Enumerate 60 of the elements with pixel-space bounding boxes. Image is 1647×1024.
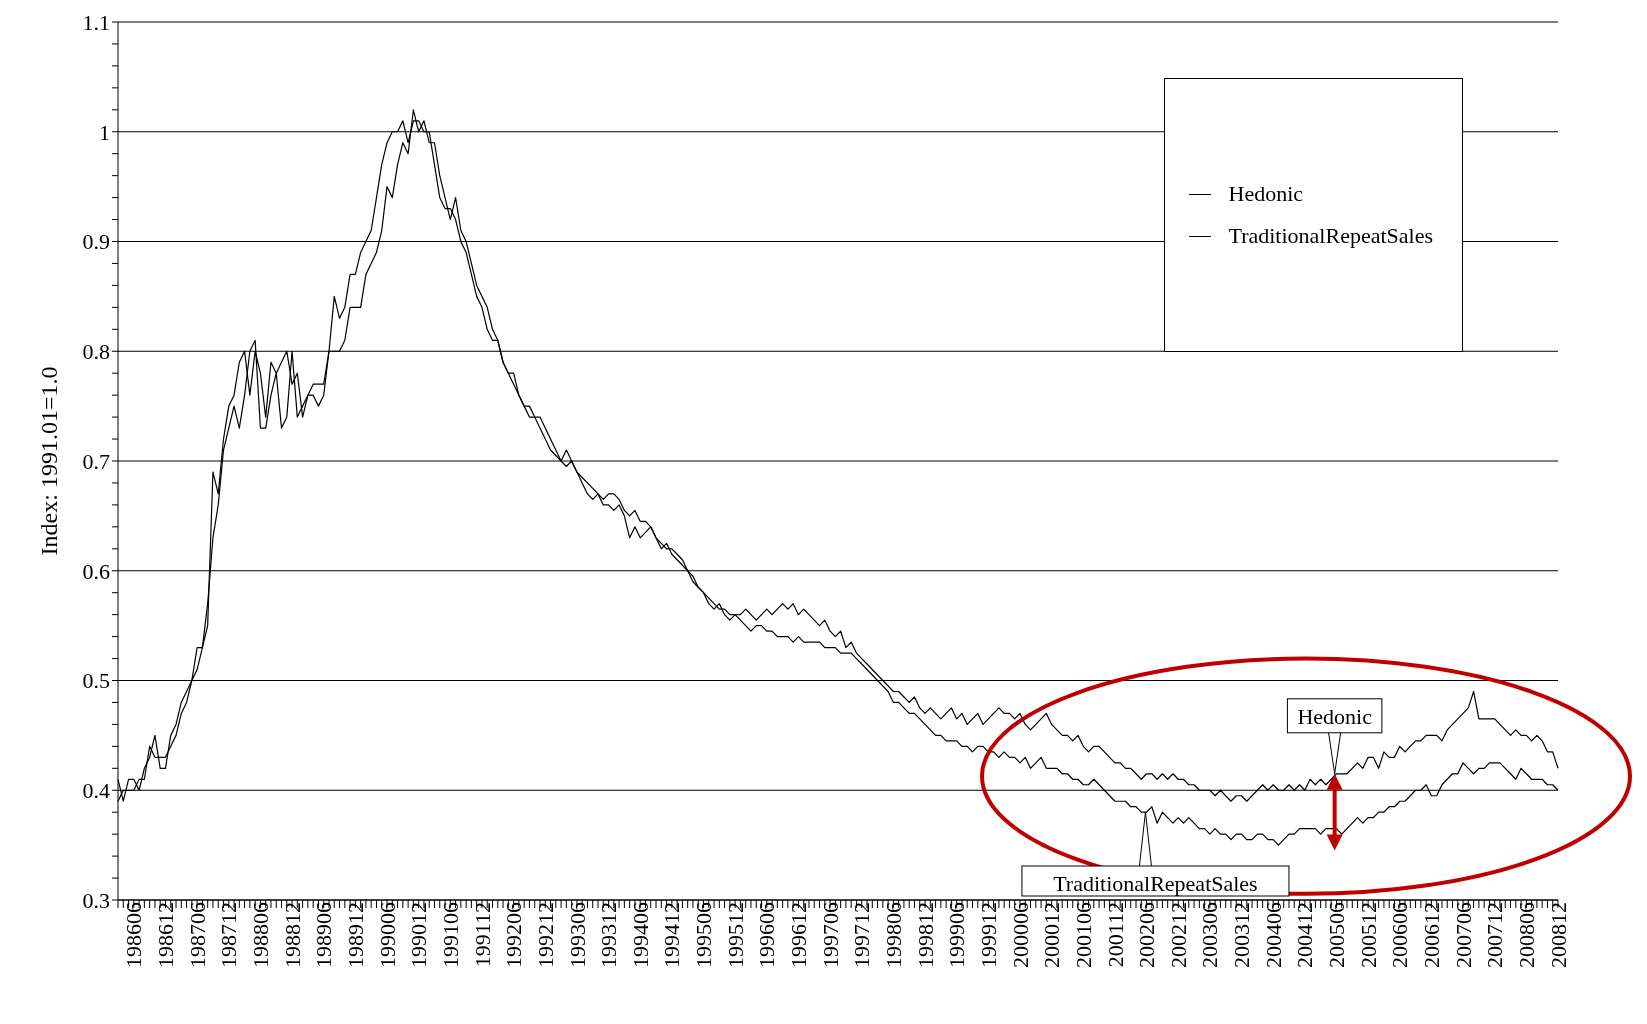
x-tick-label: 199606 (754, 902, 780, 968)
legend-label: Hedonic (1228, 180, 1304, 208)
x-tick-label: 199106 (437, 902, 463, 968)
y-axis-title: Index: 1991.01=1.0 (35, 366, 62, 556)
y-tick-label: 1 (99, 119, 110, 145)
x-tick-label: 200806 (1513, 902, 1539, 968)
x-tick-label: 198606 (121, 902, 147, 968)
x-tick-label: 199506 (691, 902, 717, 968)
x-tick-label: 200112 (1102, 902, 1128, 968)
legend-label: TraditionalRepeatSales (1228, 222, 1433, 250)
x-tick-label: 199012 (406, 902, 432, 968)
x-tick-label: 199412 (659, 902, 685, 968)
x-tick-label: 200812 (1545, 902, 1571, 968)
y-tick-label: 0.8 (82, 339, 110, 365)
x-tick-label: 199006 (374, 902, 400, 968)
x-tick-label: 199812 (912, 902, 938, 968)
x-tick-label: 199406 (627, 902, 653, 968)
x-tick-label: 200306 (1197, 902, 1223, 968)
y-tick-label: 1.1 (82, 9, 110, 35)
x-tick-label: 198612 (153, 902, 179, 968)
x-tick-label: 198706 (184, 902, 210, 968)
x-tick-label: 198712 (216, 902, 242, 968)
x-tick-label: 199206 (501, 902, 527, 968)
x-tick-label: 200312 (1229, 902, 1255, 968)
x-tick-label: 200612 (1419, 902, 1445, 968)
y-tick-label: 0.9 (82, 229, 110, 255)
x-tick-label: 200106 (1070, 902, 1096, 968)
x-tick-label: 200506 (1324, 902, 1350, 968)
x-tick-label: 198812 (279, 902, 305, 968)
annotation: Hedonic (1297, 703, 1373, 729)
x-tick-label: 200606 (1387, 902, 1413, 968)
x-tick-label: 199906 (944, 902, 970, 968)
x-tick-label: 199712 (849, 902, 875, 968)
x-tick-label: 199306 (564, 902, 590, 968)
y-tick-label: 0.4 (82, 778, 110, 804)
x-tick-label: 198906 (311, 902, 337, 968)
x-tick-label: 200706 (1450, 902, 1476, 968)
x-tick-label: 199512 (722, 902, 748, 968)
x-tick-label: 198806 (248, 902, 274, 968)
x-tick-label: 199612 (786, 902, 812, 968)
x-tick-label: 200712 (1482, 902, 1508, 968)
y-tick-label: 0.3 (82, 887, 110, 913)
annotation: TraditionalRepeatSales (1053, 871, 1258, 896)
x-tick-label: 199112 (469, 902, 495, 968)
x-tick-label: 199212 (532, 902, 558, 968)
x-tick-label: 200012 (1039, 902, 1065, 968)
x-tick-label: 200406 (1260, 902, 1286, 968)
x-tick-label: 199706 (817, 902, 843, 968)
y-tick-label: 0.5 (82, 668, 110, 694)
x-tick-label: 200212 (1165, 902, 1191, 968)
x-tick-label: 199806 (881, 902, 906, 968)
y-tick-label: 0.6 (82, 558, 110, 584)
x-tick-label: 200412 (1292, 902, 1318, 968)
x-tick-label: 198912 (342, 902, 368, 968)
x-tick-label: 200006 (1007, 902, 1033, 968)
x-tick-label: 200206 (1134, 902, 1160, 968)
y-tick-label: 0.7 (82, 448, 110, 474)
x-tick-label: 200512 (1355, 902, 1381, 968)
x-tick-label: 199312 (596, 902, 622, 968)
x-tick-label: 199912 (975, 902, 1001, 968)
